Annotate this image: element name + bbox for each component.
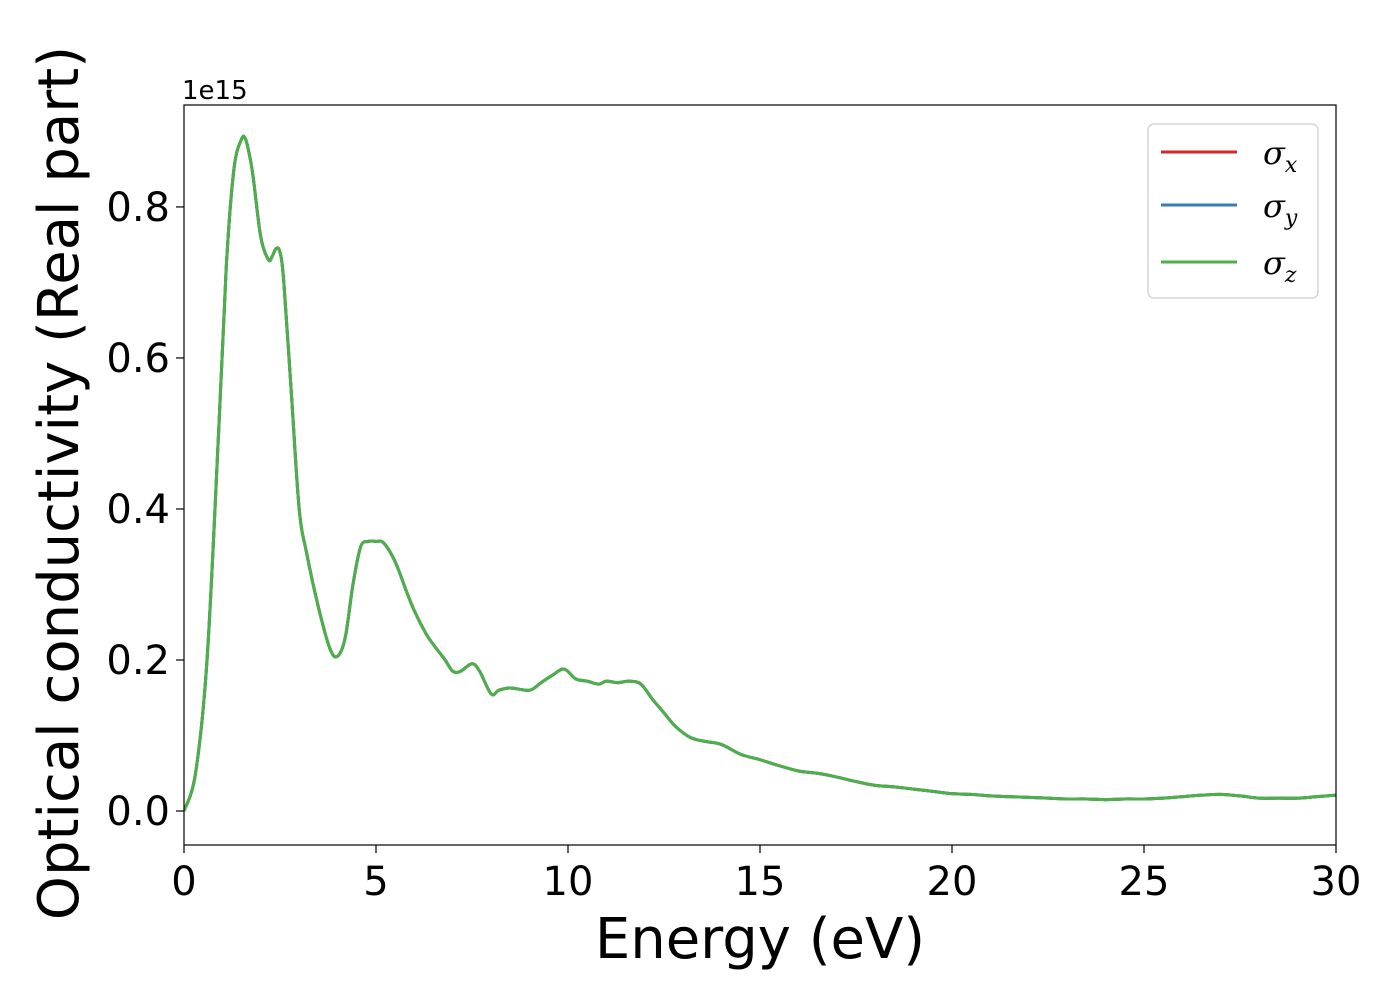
legend-label-y: σy xyxy=(1263,187,1298,231)
y-axis: 0.0 0.2 0.4 0.6 0.8 xyxy=(106,185,184,835)
x-tick-label: 5 xyxy=(363,859,388,905)
y-tick-label: 0.2 xyxy=(106,638,170,684)
x-axis-label: Energy (eV) xyxy=(595,907,925,972)
y-tick-label: 0.0 xyxy=(106,789,170,835)
x-tick-label: 10 xyxy=(543,859,594,905)
legend-label-z: σz xyxy=(1263,244,1297,288)
y-offset-label: 1e15 xyxy=(182,76,248,106)
x-tick-label: 20 xyxy=(927,859,978,905)
y-axis-label: Optical conductivity (Real part) xyxy=(27,46,92,920)
legend-box xyxy=(1147,123,1319,299)
legend-label-x: σx xyxy=(1263,134,1298,178)
y-tick-label: 0.4 xyxy=(106,487,170,533)
series-layer xyxy=(184,134,1336,812)
x-tick-label: 30 xyxy=(1311,859,1362,905)
x-tick-label: 15 xyxy=(735,859,786,905)
y-tick-label: 0.6 xyxy=(106,336,170,382)
x-tick-label: 0 xyxy=(171,859,196,905)
plot-area xyxy=(184,105,1336,845)
x-axis: 0 5 10 15 20 25 30 xyxy=(171,845,1361,905)
x-tick-label: 25 xyxy=(1119,859,1170,905)
legend: σx σy σz xyxy=(1147,123,1319,299)
series-line-sigma-z xyxy=(184,134,1336,812)
y-tick-label: 0.8 xyxy=(106,185,170,231)
